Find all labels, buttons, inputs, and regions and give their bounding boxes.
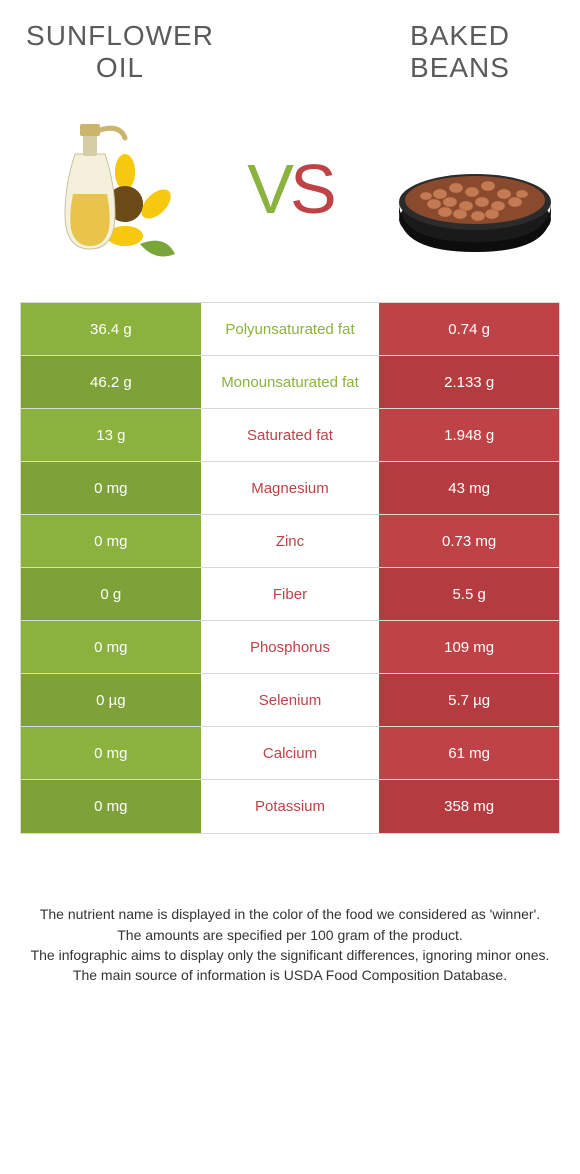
nutrient-label: Monounsaturated fat [201, 356, 380, 408]
nutrient-label: Potassium [201, 780, 380, 833]
left-value: 0 µg [21, 674, 201, 726]
left-value: 0 mg [21, 621, 201, 673]
right-value: 43 mg [379, 462, 559, 514]
nutrient-label: Polyunsaturated fat [201, 303, 380, 355]
right-value: 358 mg [379, 780, 559, 833]
table-row: 36.4 gPolyunsaturated fat0.74 g [21, 303, 559, 356]
sunflower-oil-icon [20, 114, 190, 264]
table-row: 0 mgZinc0.73 mg [21, 515, 559, 568]
table-row: 0 µgSelenium5.7 µg [21, 674, 559, 727]
right-value: 2.133 g [379, 356, 559, 408]
nutrient-label: Calcium [201, 727, 380, 779]
nutrient-label: Selenium [201, 674, 380, 726]
right-value: 1.948 g [379, 409, 559, 461]
right-value: 0.73 mg [379, 515, 559, 567]
left-value: 0 mg [21, 727, 201, 779]
left-value: 46.2 g [21, 356, 201, 408]
table-row: 0 mgPotassium358 mg [21, 780, 559, 833]
nutrient-label: Phosphorus [201, 621, 380, 673]
footer-line: The main source of information is USDA F… [26, 965, 554, 985]
hero-row: VS [20, 114, 560, 264]
left-value: 36.4 g [21, 303, 201, 355]
table-row: 46.2 gMonounsaturated fat2.133 g [21, 356, 559, 409]
right-value: 61 mg [379, 727, 559, 779]
left-value: 0 g [21, 568, 201, 620]
left-value: 0 mg [21, 780, 201, 833]
table-row: 13 gSaturated fat1.948 g [21, 409, 559, 462]
nutrient-label: Zinc [201, 515, 380, 567]
vs-label: VS [247, 154, 332, 224]
right-food-title: BAKEDBEANS [360, 20, 560, 84]
nutrient-label: Fiber [201, 568, 380, 620]
left-value: 13 g [21, 409, 201, 461]
nutrient-label: Magnesium [201, 462, 380, 514]
right-value: 0.74 g [379, 303, 559, 355]
header-titles: SUNFLOWEROIL BAKEDBEANS [20, 20, 560, 84]
table-row: 0 mgPhosphorus109 mg [21, 621, 559, 674]
table-row: 0 mgCalcium61 mg [21, 727, 559, 780]
baked-beans-icon [390, 114, 560, 264]
footer-line: The amounts are specified per 100 gram o… [26, 925, 554, 945]
table-row: 0 mgMagnesium43 mg [21, 462, 559, 515]
vs-v: V [247, 150, 290, 228]
left-value: 0 mg [21, 515, 201, 567]
left-food-title: SUNFLOWEROIL [20, 20, 220, 84]
footer-notes: The nutrient name is displayed in the co… [20, 904, 560, 985]
right-value: 5.5 g [379, 568, 559, 620]
nutrient-label: Saturated fat [201, 409, 380, 461]
table-row: 0 gFiber5.5 g [21, 568, 559, 621]
footer-line: The infographic aims to display only the… [26, 945, 554, 965]
footer-line: The nutrient name is displayed in the co… [26, 904, 554, 924]
left-value: 0 mg [21, 462, 201, 514]
comparison-table: 36.4 gPolyunsaturated fat0.74 g46.2 gMon… [20, 302, 560, 834]
right-value: 109 mg [379, 621, 559, 673]
vs-s: S [290, 150, 333, 228]
right-value: 5.7 µg [379, 674, 559, 726]
